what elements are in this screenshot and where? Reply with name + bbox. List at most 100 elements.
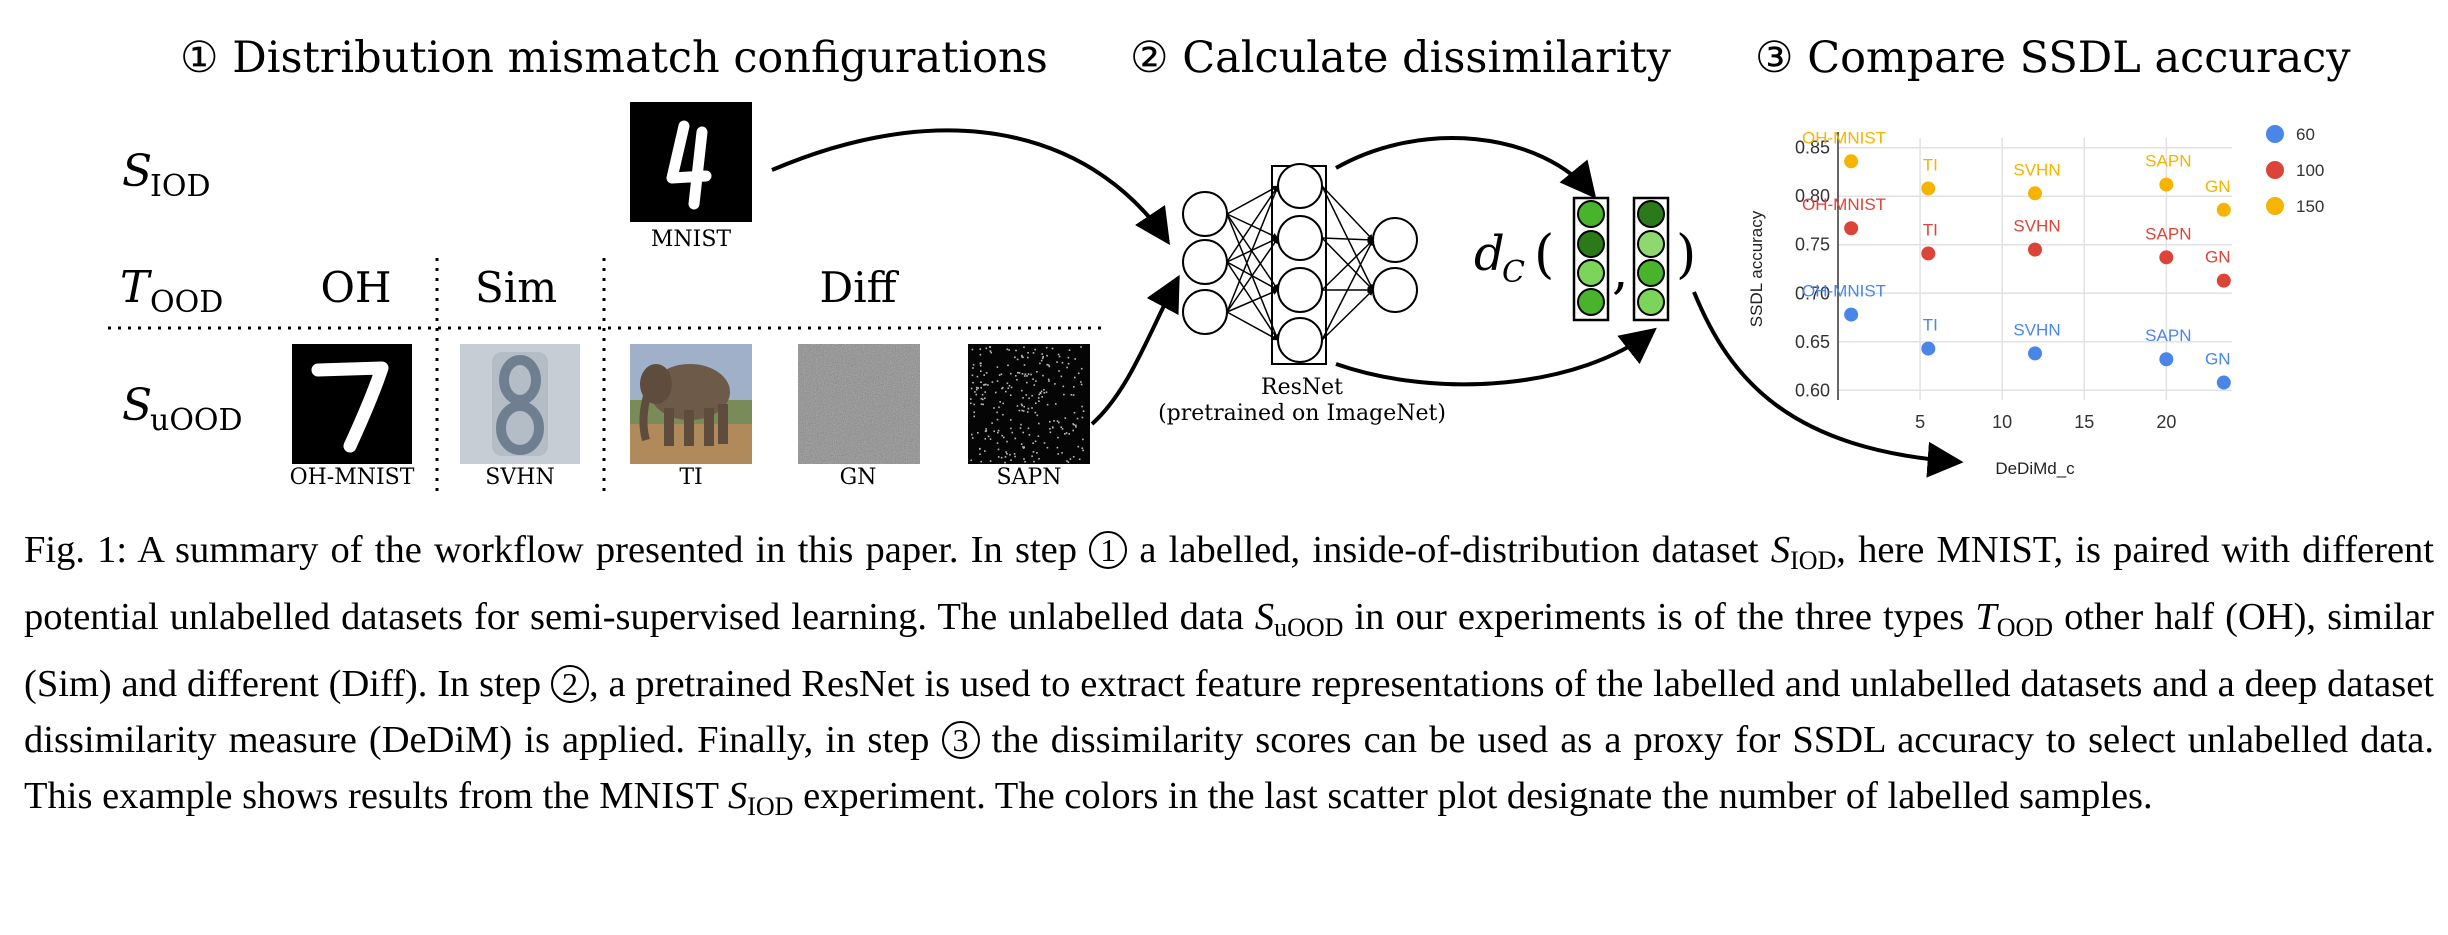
s-iod-sub: IOD (150, 169, 211, 204)
data-point (1844, 154, 1859, 169)
network-node (1372, 267, 1418, 313)
data-point (2028, 346, 2042, 361)
resnet-label: ResNet (1261, 375, 1343, 400)
oh-mnist-image (292, 344, 412, 464)
legend-label: 60 (2296, 125, 2315, 144)
caption-text-6: , a pretrained ResNet is used to extract… (24, 663, 2434, 761)
arrow-network-to-vector-1 (1335, 136, 1597, 199)
data-point (2216, 273, 2231, 288)
s-uood-main: S (122, 380, 152, 431)
gn-noise-image (798, 344, 920, 464)
mnist-image (630, 102, 752, 222)
distance-symbol: d (1474, 226, 1505, 282)
network-node (1277, 163, 1323, 209)
ti-elephant-image (630, 344, 752, 464)
data-point-label: OH-MNIST (1802, 282, 1886, 301)
caption-step-3-marker: 3 (941, 721, 980, 759)
figure-caption: Fig. 1: A summary of the workflow presen… (24, 522, 2434, 835)
caption-text-5: other half (OH), similar (Sim) and diffe… (24, 596, 2434, 705)
column-oh: OH (320, 263, 391, 312)
x-tick-label: 10 (1992, 412, 2012, 432)
resnet-note: (pretrained on ImageNet) (1158, 401, 1446, 426)
t-ood-main: T (120, 262, 153, 313)
x-tick-label: 20 (2156, 412, 2176, 432)
feature-vector-2 (1632, 196, 1670, 322)
legend-label: 100 (2296, 161, 2324, 180)
network-edge (1226, 185, 1279, 313)
data-point (2028, 242, 2042, 257)
distance-close-paren: ) (1676, 225, 1696, 285)
step2-heading: ② Calculate dissimilarity (1130, 33, 1672, 83)
ssdl-accuracy-scatter-plot: 5 10 15 20 0.60 0.65 0.70 0.75 0.80 0.85 DeDiMd_c S… (1747, 125, 2324, 478)
legend-marker (2266, 125, 2284, 143)
x-tick-label: 5 (1915, 412, 1925, 432)
x-tick-label: 15 (2074, 412, 2094, 432)
data-point-label: TI (1923, 220, 1938, 239)
data-point-label: GN (2205, 177, 2231, 196)
data-point-label: SVHN (2013, 217, 2060, 236)
network-edge (1321, 236, 1374, 243)
arrow-distance-to-plot (1692, 291, 1964, 478)
arrow-network-to-vector-2 (1335, 327, 1657, 387)
caption-s-iod-2-sub: IOD (747, 792, 794, 821)
row-label-s-iod: S IOD (122, 146, 211, 204)
caption-t-ood: T (1975, 596, 1997, 638)
data-point (2216, 202, 2231, 217)
data-point-label: TI (1923, 155, 1938, 174)
caption-text-7: the dissimilarity scores can be used as … (24, 719, 2434, 817)
svhn-image (460, 344, 580, 464)
network-edge (1321, 289, 1374, 341)
caption-s-iod-sub: IOD (1790, 546, 1837, 575)
data-point-label: GN (2205, 248, 2231, 267)
resnet-diagram (1182, 163, 1418, 365)
network-node (1277, 215, 1323, 261)
distance-open-paren: ( (1534, 225, 1554, 285)
caption-s-uood-sub: uOOD (1274, 613, 1344, 642)
data-point-label: GN (2205, 350, 2231, 369)
arrow-sapn-to-network (1090, 274, 1180, 426)
row-label-t-ood: T OOD (120, 262, 223, 320)
data-point (1921, 181, 1936, 196)
caption-text-3: , here MNIST, is paired with different p… (24, 529, 2434, 638)
network-node (1182, 239, 1228, 285)
caption-t-ood-sub: OOD (1996, 613, 2054, 642)
network-edge (1226, 185, 1279, 215)
data-point (1921, 341, 1936, 356)
caption-step-2-marker: 2 (551, 665, 589, 703)
data-point-label: SAPN (2145, 224, 2191, 243)
gn-caption: GN (840, 465, 877, 490)
data-point-label: SVHN (2013, 320, 2060, 339)
network-edge (1226, 237, 1279, 313)
data-point (1844, 221, 1859, 236)
network-node (1182, 289, 1228, 335)
column-diff: Diff (820, 263, 900, 312)
y-tick-label: 0.80 (1795, 186, 1830, 206)
step3-heading: ③ Compare SSDL accuracy (1755, 33, 2351, 83)
s-uood-sub: uOOD (150, 403, 243, 438)
data-point (1844, 307, 1859, 322)
network-edge (1226, 311, 1279, 341)
y-tick-label: 0.60 (1795, 380, 1830, 400)
distance-comma: , (1612, 241, 1629, 301)
legend-marker (2266, 161, 2284, 179)
data-point (2159, 352, 2174, 367)
y-tick-label: 0.65 (1795, 332, 1830, 352)
legend-marker (2266, 197, 2284, 215)
feature-vector-1 (1572, 196, 1610, 322)
y-tick-label: 0.70 (1795, 283, 1830, 303)
network-edge (1321, 185, 1374, 291)
sapn-caption: SAPN (996, 465, 1061, 490)
t-ood-sub: OOD (150, 285, 223, 320)
network-node (1277, 267, 1323, 313)
caption-text-4: in our experiments is of the three types (1343, 596, 1976, 638)
data-point (1921, 246, 1936, 261)
s-iod-main: S (122, 146, 152, 197)
network-edge (1226, 185, 1279, 263)
distance-sub: C (1502, 255, 1525, 290)
caption-text-8: experiment. The colors in the last scatt… (793, 775, 2153, 817)
data-point (2159, 177, 2174, 192)
arrow-mnist-to-network (771, 128, 1170, 245)
network-edge (1321, 239, 1374, 341)
data-point-label: SAPN (2145, 326, 2191, 345)
network-edge (1226, 213, 1279, 291)
